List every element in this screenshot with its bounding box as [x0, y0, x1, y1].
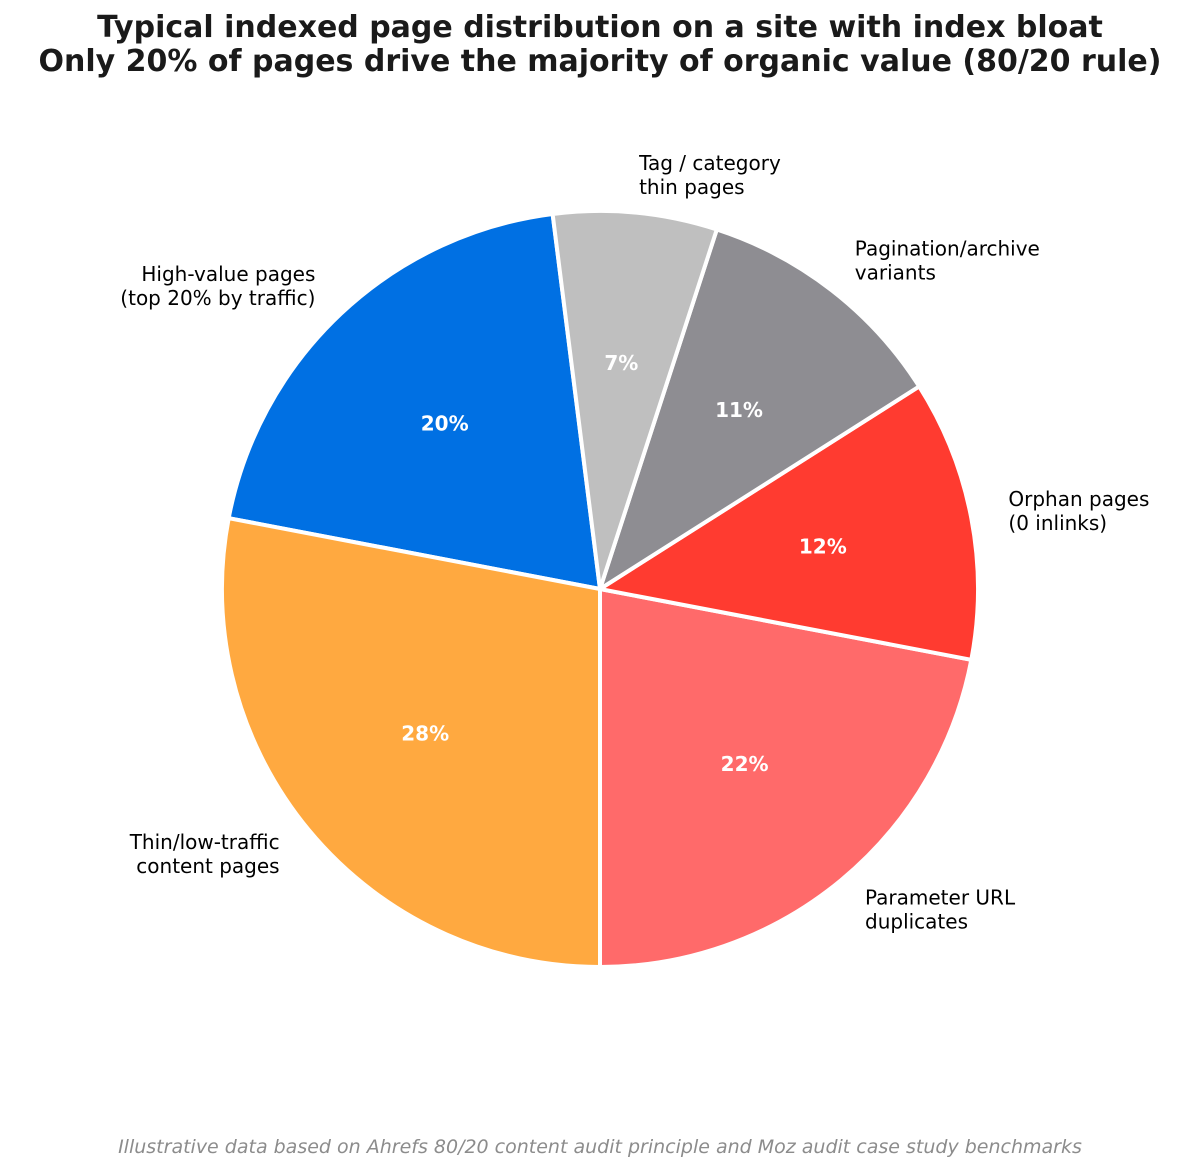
pie-category-label-0: High-value pages (top 20% by traffic) [120, 262, 315, 310]
pie-pct-label-0: 20% [421, 412, 469, 436]
chart-title: Typical indexed page distribution on a s… [97, 10, 1103, 45]
pie-slice-5 [550, 209, 719, 591]
pie-pct-label-1: 28% [401, 722, 449, 746]
pie-pct-label-2: 22% [721, 752, 769, 776]
chart-subtitle: Only 20% of pages drive the majority of … [38, 44, 1162, 79]
pie-category-label-1: Thin/low-traffic content pages [129, 830, 280, 878]
pie-slice-2 [598, 587, 974, 969]
pie-slice-3 [598, 384, 980, 662]
pie-slice-0 [226, 211, 602, 591]
footnote: Illustrative data based on Ahrefs 80/20 … [118, 1136, 1082, 1158]
pie-pct-label-3: 12% [799, 535, 847, 559]
pie-pct-label-4: 11% [715, 398, 763, 422]
pie-category-label-4: Pagination/archive variants [855, 237, 1040, 285]
pie-category-label-2: Parameter URL duplicates [865, 885, 1016, 933]
pie-pct-label-5: 7% [604, 351, 638, 375]
pie-slice-4 [598, 227, 922, 591]
pie-category-label-3: Orphan pages (0 inlinks) [1008, 487, 1149, 535]
pie-slice-1 [220, 516, 602, 969]
pie-category-label-5: Tag / category thin pages [638, 151, 781, 199]
